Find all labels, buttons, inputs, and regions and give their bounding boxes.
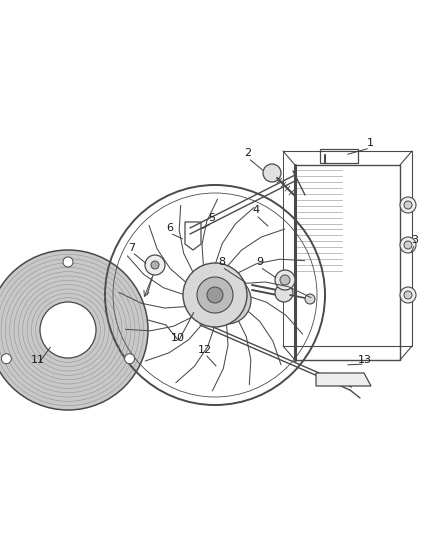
Circle shape [197,277,233,313]
Circle shape [404,201,412,209]
Text: 3: 3 [411,235,418,245]
Text: 10: 10 [171,333,185,343]
Circle shape [125,354,134,364]
Circle shape [63,257,73,267]
Circle shape [305,294,315,304]
Text: 8: 8 [219,257,226,267]
Circle shape [151,261,159,269]
Ellipse shape [203,276,251,324]
Circle shape [326,374,336,384]
Circle shape [275,284,293,302]
Circle shape [400,287,416,303]
Circle shape [263,164,281,182]
Circle shape [275,270,295,290]
Circle shape [400,197,416,213]
Text: 2: 2 [244,148,251,158]
Circle shape [280,275,290,285]
Text: 4: 4 [252,205,260,215]
Polygon shape [316,373,371,386]
Text: 9: 9 [256,257,264,267]
Circle shape [404,291,412,299]
Circle shape [40,302,96,358]
Text: 1: 1 [367,138,374,148]
Text: 5: 5 [208,213,215,223]
Text: 12: 12 [198,345,212,355]
Circle shape [145,255,165,275]
Circle shape [1,354,11,364]
Circle shape [207,287,223,303]
Text: 11: 11 [31,355,45,365]
Circle shape [0,250,148,410]
Text: 7: 7 [128,243,136,253]
Circle shape [404,241,412,249]
Text: 6: 6 [166,223,173,233]
Text: 13: 13 [358,355,372,365]
Circle shape [183,263,247,327]
Circle shape [400,237,416,253]
